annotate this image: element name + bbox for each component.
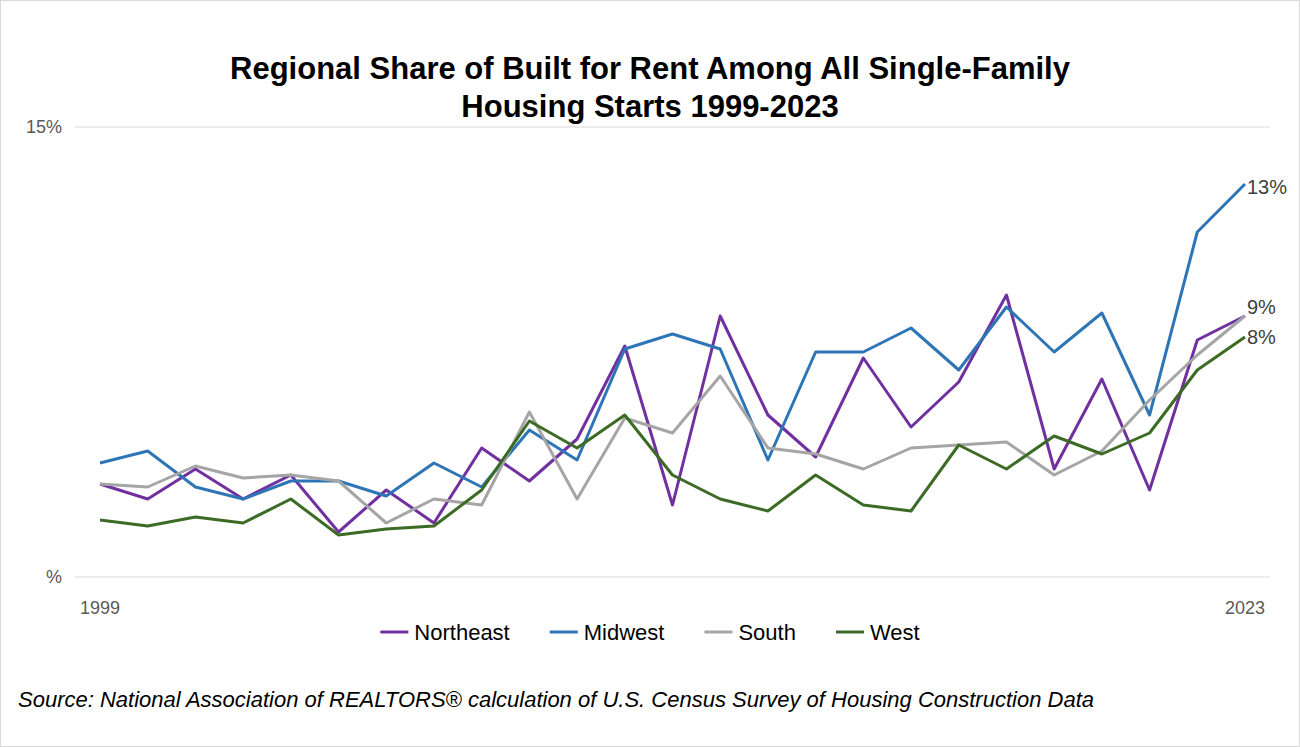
annotation: 8% [1247, 326, 1276, 348]
legend-label: South [738, 620, 796, 645]
legend-label: Northeast [414, 620, 509, 645]
annotation: 9% [1247, 296, 1276, 318]
series-line [100, 184, 1245, 499]
y-tick-label: % [46, 567, 62, 587]
legend: Northeast Midwest South West [380, 620, 919, 645]
grid-line [75, 127, 1270, 128]
grid-line [75, 577, 1270, 578]
source-note: Source: National Association of REALTORS… [18, 687, 1094, 712]
legend-swatch [836, 631, 864, 634]
legend-label: Midwest [584, 620, 665, 645]
y-tick-label: 15% [26, 117, 62, 137]
legend-swatch [704, 631, 732, 634]
series-line [100, 295, 1245, 532]
legend-swatch [550, 631, 578, 634]
legend-swatch [380, 631, 408, 634]
chart: % 15% 1999 2023 13% 9% 8% Northeast Midwest South… [0, 0, 1300, 747]
x-tick-label: 2023 [1225, 598, 1265, 618]
series-line [100, 316, 1245, 523]
legend-label: West [870, 620, 920, 645]
x-tick-label: 1999 [80, 598, 120, 618]
series-line [100, 337, 1245, 535]
chart-border [1, 1, 1300, 747]
annotation: 13% [1247, 176, 1287, 198]
plot-area [100, 184, 1245, 535]
chart-title: Regional Share of Built for Rent Among A… [175, 50, 1125, 126]
